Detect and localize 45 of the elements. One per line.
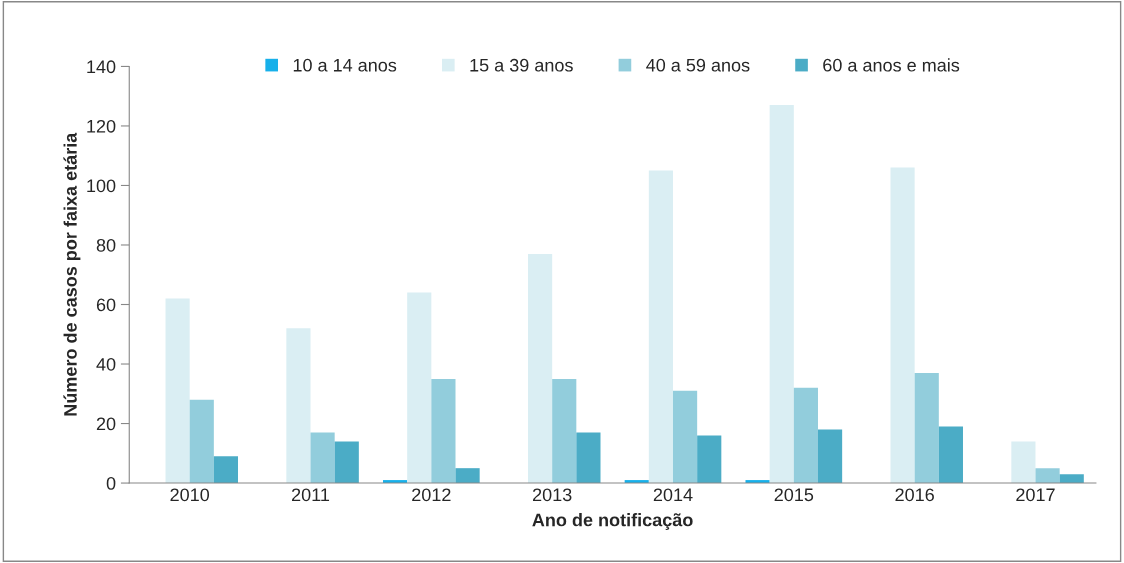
bar [769, 105, 794, 484]
y-tick-label: 140 [87, 60, 116, 74]
x-tick-label: 2012 [412, 488, 451, 502]
bar [213, 456, 239, 484]
x-tick-label: 2015 [774, 488, 814, 502]
bar [1035, 468, 1060, 484]
bar [310, 432, 335, 484]
bar [189, 399, 214, 484]
y-axis-title: Número de casos por faixa etária [63, 132, 81, 416]
x-tick-label: 2014 [653, 488, 693, 502]
bar [286, 328, 311, 484]
bar [431, 378, 456, 484]
legend-label: 15 a 39 anos [470, 58, 573, 72]
bar [1011, 441, 1036, 484]
x-axis-title: Ano de notificação [532, 513, 693, 530]
bar [914, 372, 939, 484]
bar [672, 390, 698, 484]
bar [697, 435, 722, 484]
bar [938, 426, 963, 484]
x-tick-label: 2010 [170, 488, 210, 502]
y-tick-label: 60 [96, 298, 116, 312]
bar [455, 468, 480, 484]
y-tick-label: 20 [96, 417, 116, 431]
bar [165, 298, 190, 484]
x-tick-label: 2011 [292, 488, 330, 502]
bar [334, 441, 359, 484]
bar [528, 253, 553, 484]
bar [648, 170, 673, 484]
y-tick-label: 120 [87, 119, 116, 133]
bar [817, 429, 843, 484]
bar [793, 387, 818, 484]
bar [552, 378, 577, 484]
legend-label: 40 a 59 anos [646, 58, 750, 72]
x-tick-label: 2013 [532, 488, 572, 502]
bar [576, 432, 601, 484]
legend-label: 60 a anos e mais [823, 58, 960, 72]
bar [890, 167, 915, 484]
x-tick-label: 2016 [895, 488, 934, 502]
x-tick-label: 2017 [1016, 488, 1055, 502]
bar [407, 292, 432, 484]
y-tick-label: 100 [87, 179, 116, 193]
y-tick-label: 80 [96, 238, 116, 252]
y-tick-label: 0 [106, 476, 116, 490]
legend-label: 10 a 14 anos [293, 58, 397, 72]
y-tick-label: 40 [96, 357, 116, 371]
